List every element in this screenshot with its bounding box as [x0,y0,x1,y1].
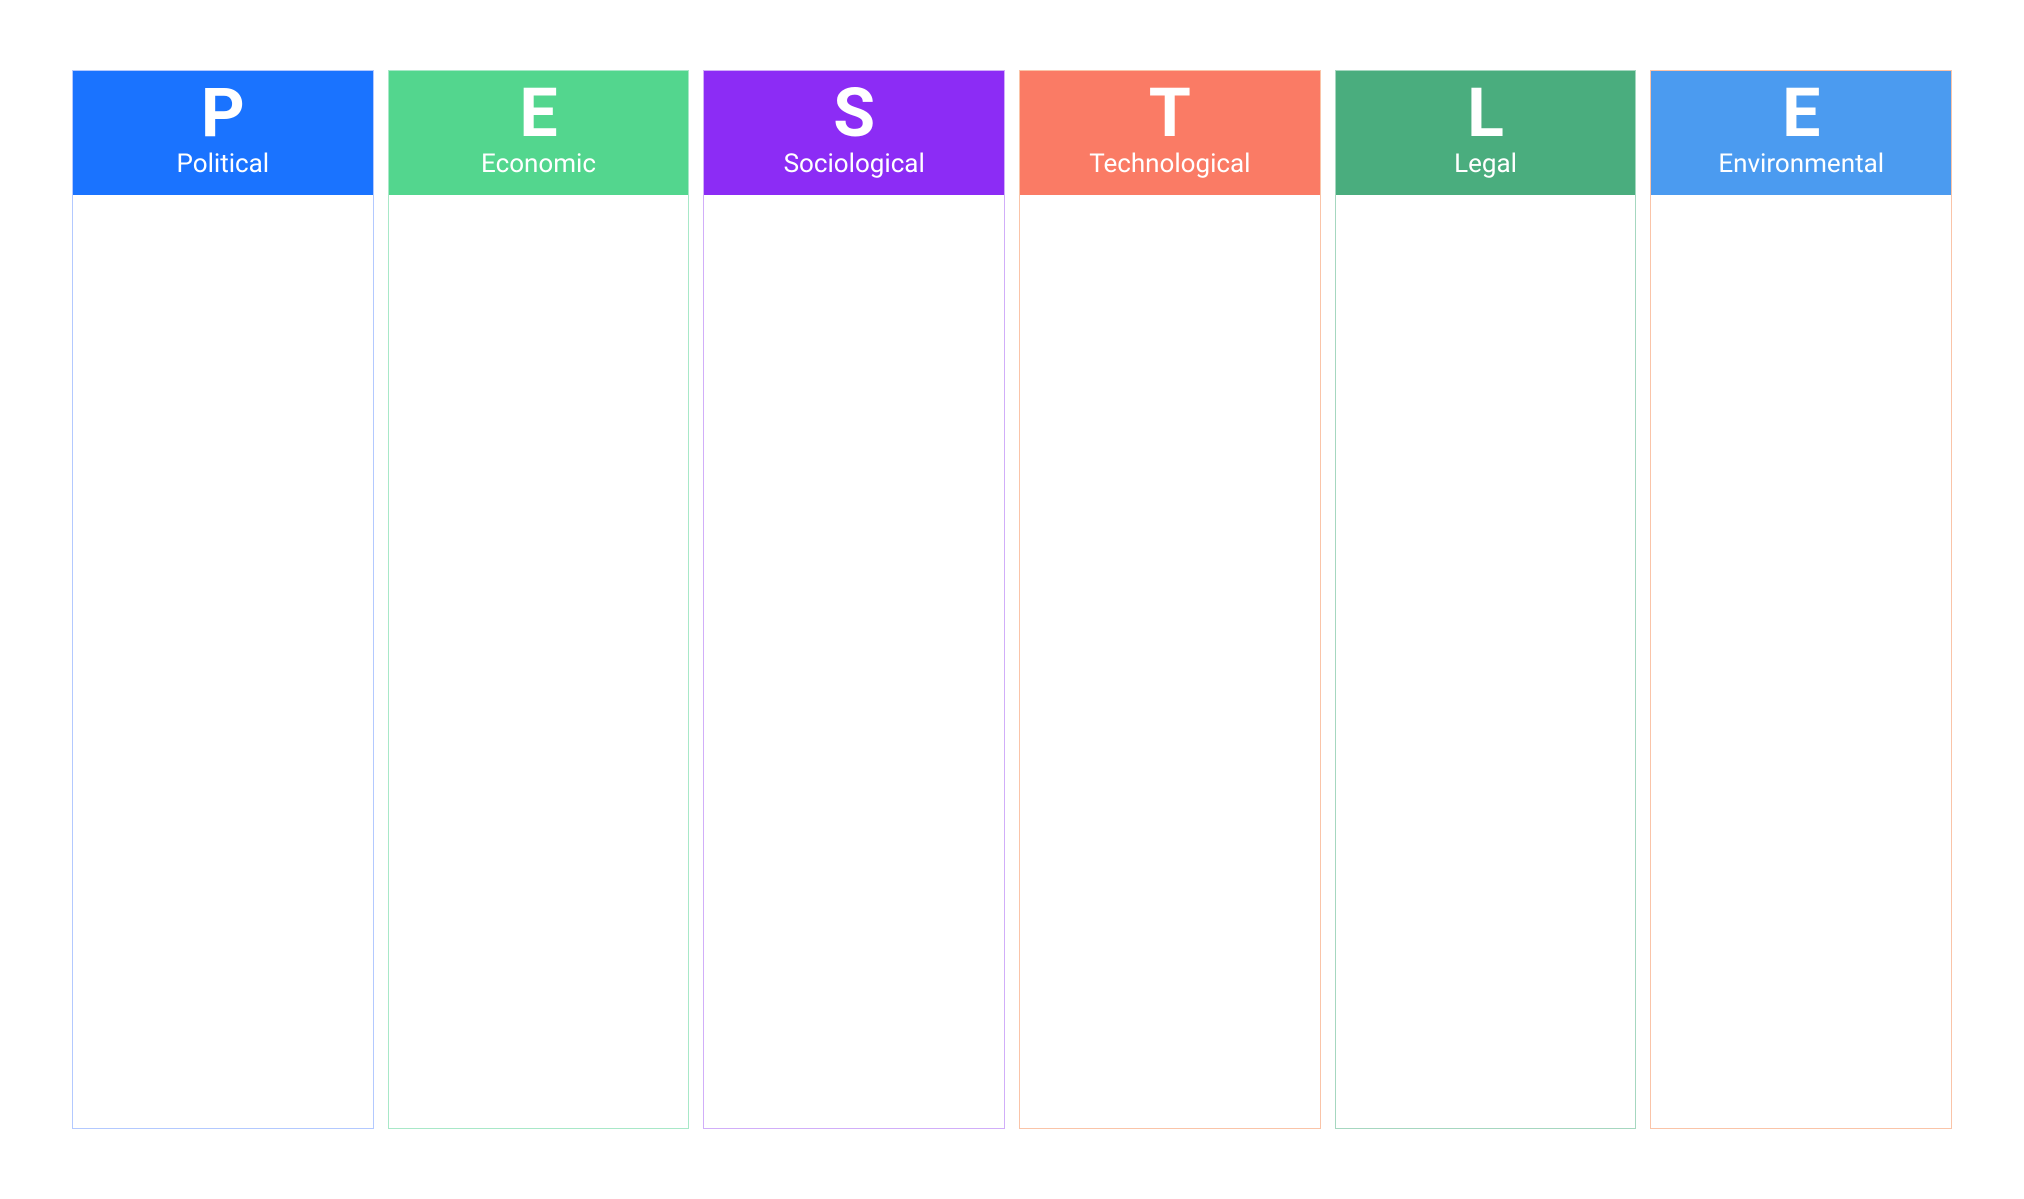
column-header-economic: E Economic [389,71,689,195]
column-label: Environmental [1718,151,1884,177]
column-letter: L [1467,79,1504,147]
pestle-diagram: P Political E Economic S Sociological T … [72,70,1952,1129]
column-header-political: P Political [73,71,373,195]
column-technological: T Technological [1019,70,1321,1129]
column-header-legal: L Legal [1336,71,1636,195]
column-header-environmental: E Environmental [1651,71,1951,195]
column-label: Legal [1454,151,1517,177]
column-body-sociological[interactable] [704,195,1004,1128]
column-environmental: E Environmental [1650,70,1952,1129]
column-label: Technological [1089,151,1250,177]
column-letter: P [201,79,245,147]
column-letter: E [1782,79,1820,147]
column-political: P Political [72,70,374,1129]
column-body-legal[interactable] [1336,195,1636,1128]
column-header-technological: T Technological [1020,71,1320,195]
column-label: Political [177,151,270,177]
column-label: Sociological [784,151,925,177]
column-body-political[interactable] [73,195,373,1128]
column-economic: E Economic [388,70,690,1129]
column-letter: S [833,79,875,147]
column-label: Economic [481,151,596,177]
column-letter: T [1149,79,1191,147]
column-body-technological[interactable] [1020,195,1320,1128]
column-sociological: S Sociological [703,70,1005,1129]
column-body-economic[interactable] [389,195,689,1128]
column-body-environmental[interactable] [1651,195,1951,1128]
column-header-sociological: S Sociological [704,71,1004,195]
column-letter: E [519,79,557,147]
column-legal: L Legal [1335,70,1637,1129]
